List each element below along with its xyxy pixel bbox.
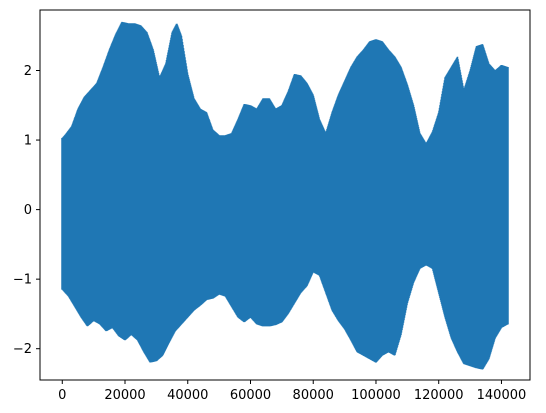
x-tick-label: 40000 bbox=[167, 388, 208, 403]
y-tick-label: 1 bbox=[24, 134, 32, 149]
x-tick-label: 100000 bbox=[351, 388, 401, 403]
y-axis: −2 −1 0 1 2 bbox=[13, 64, 40, 357]
x-tick-label: 120000 bbox=[414, 388, 464, 403]
x-tick-label: 60000 bbox=[230, 388, 271, 403]
y-tick-label: −1 bbox=[13, 273, 32, 288]
series-layer bbox=[61, 21, 509, 370]
y-tick-label: 0 bbox=[24, 203, 32, 218]
x-tick-label: 20000 bbox=[104, 388, 145, 403]
y-tick-label: −2 bbox=[13, 342, 32, 357]
x-tick-label: 140000 bbox=[477, 388, 527, 403]
y-tick-label: 2 bbox=[24, 64, 32, 79]
axes-frame bbox=[39, 9, 531, 381]
x-tick-label: 80000 bbox=[293, 388, 334, 403]
series-line bbox=[61, 21, 509, 370]
x-tick-label: 0 bbox=[58, 388, 66, 403]
x-axis: 0 20000 40000 60000 80000 100000 120000 140000 bbox=[58, 380, 526, 403]
